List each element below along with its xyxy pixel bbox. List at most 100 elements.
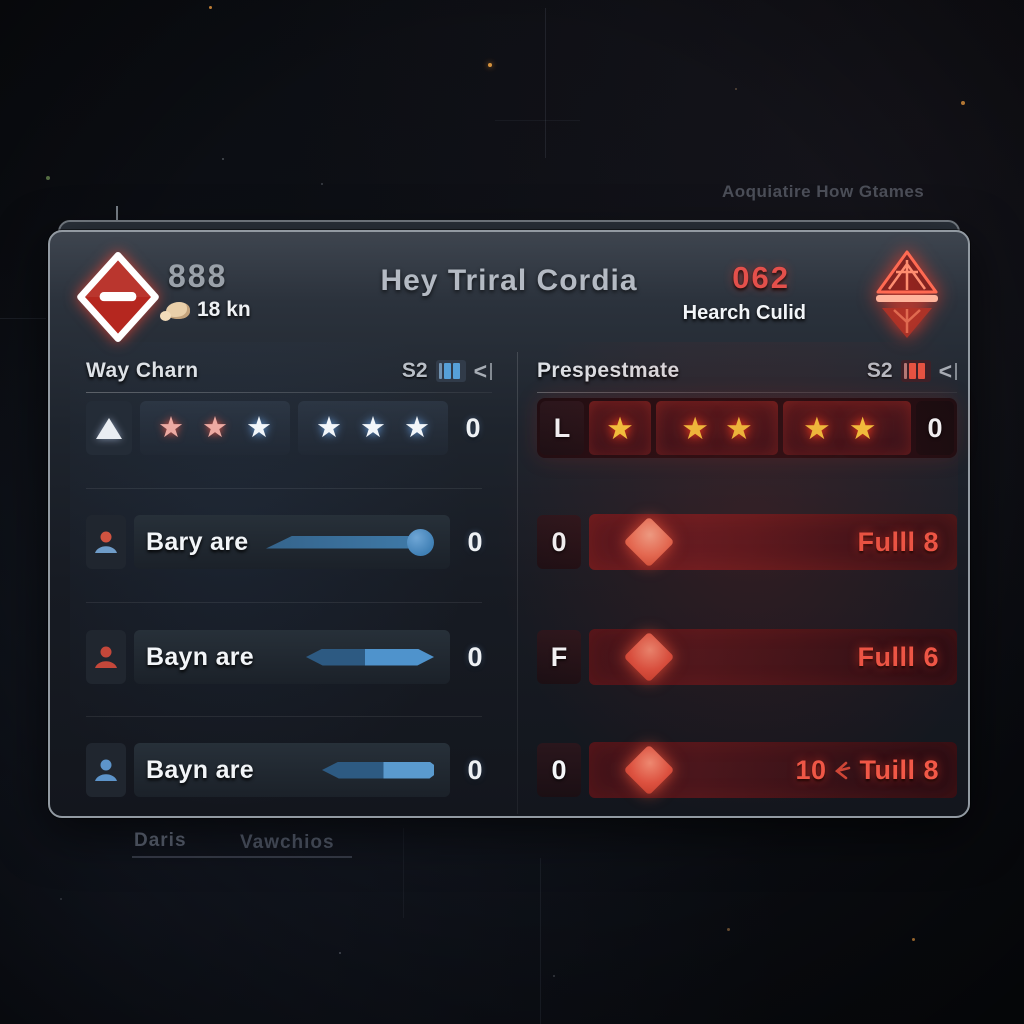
right-status-row[interactable]: F Fulll 6 bbox=[537, 629, 957, 685]
diamond-icon bbox=[623, 744, 675, 796]
row-letter: F bbox=[537, 630, 581, 684]
fist-icon bbox=[160, 301, 190, 321]
progress-arrow-bar bbox=[306, 648, 434, 666]
star-icon bbox=[316, 414, 342, 443]
left-column-meta: S2 bbox=[402, 359, 492, 383]
left-column: Way Charn S2 bbox=[86, 354, 492, 814]
left-team-stat-value: 18 kn bbox=[197, 298, 251, 321]
background-star bbox=[488, 63, 492, 67]
row-separator bbox=[86, 602, 482, 603]
row-value: 0 bbox=[467, 641, 483, 672]
blue-bars-icon bbox=[435, 360, 466, 382]
player-name: Bayn are bbox=[146, 755, 255, 784]
right-column-header: Prespestmate S2 bbox=[537, 354, 957, 388]
diamond-icon bbox=[623, 516, 675, 568]
right-column-title: Prespestmate bbox=[537, 359, 680, 382]
star-group bbox=[140, 401, 290, 455]
star-icon bbox=[681, 413, 709, 444]
row-value: 0 bbox=[467, 526, 483, 557]
person-red-icon bbox=[95, 646, 117, 668]
left-column-title: Way Charn bbox=[86, 359, 199, 382]
row-separator bbox=[86, 716, 482, 717]
status-label-text: Tuill 8 bbox=[859, 754, 939, 785]
stars-bar: L 0 bbox=[537, 398, 957, 458]
status-bar: Fulll 8 bbox=[589, 514, 957, 570]
scoreboard-panel: 888 18 kn Hey Triral Cordia 062 Hearch C… bbox=[48, 230, 970, 818]
background-star bbox=[735, 88, 737, 90]
watermark-text: Aoquiatire How Gtames bbox=[722, 182, 925, 201]
background-star bbox=[339, 952, 341, 954]
left-player-row[interactable]: Bayn are 0 bbox=[86, 742, 492, 798]
row-letter: 0 bbox=[537, 743, 581, 797]
background-star bbox=[222, 158, 224, 160]
background-line bbox=[495, 120, 580, 121]
left-stars-row[interactable]: 0 bbox=[86, 400, 492, 456]
player-icon-box bbox=[86, 743, 126, 797]
star-icon bbox=[725, 413, 753, 444]
chevron-left-icon[interactable] bbox=[939, 360, 957, 383]
player-bar: Bary are bbox=[134, 515, 450, 569]
status-label-text: Fulll 8 bbox=[857, 526, 939, 557]
panel-title: Hey Triral Cordia bbox=[380, 264, 638, 297]
panel-back-tick bbox=[116, 206, 118, 222]
star-icon bbox=[202, 414, 228, 443]
background-star bbox=[209, 6, 212, 9]
right-column: Prespestmate S2 L bbox=[537, 354, 957, 814]
right-team-score: 062 bbox=[732, 260, 790, 295]
background-line bbox=[0, 318, 46, 319]
player-bar: Bayn are bbox=[134, 743, 450, 797]
row-value: 0 bbox=[467, 754, 483, 785]
left-team-score: 888 bbox=[168, 258, 228, 294]
status-label: 10 Tuill 8 bbox=[795, 755, 939, 786]
player-name: Bayn are bbox=[146, 642, 255, 671]
player-icon-box bbox=[86, 630, 126, 684]
row-separator bbox=[86, 488, 482, 489]
progress-knob-bar bbox=[266, 528, 434, 556]
diamond-icon bbox=[623, 631, 675, 683]
column-divider bbox=[517, 352, 518, 814]
footer-label: Vawchios bbox=[240, 832, 335, 853]
background-star bbox=[961, 101, 965, 105]
row-value: 0 bbox=[916, 401, 954, 455]
right-team-emblem-icon bbox=[876, 250, 938, 338]
right-stage-label: S2 bbox=[866, 359, 893, 382]
chevron-left-icon[interactable] bbox=[474, 360, 492, 383]
player-icon-box bbox=[86, 515, 126, 569]
right-header-underline bbox=[537, 392, 957, 393]
star-icon bbox=[360, 414, 386, 443]
status-label: Fulll 8 bbox=[857, 527, 939, 558]
footer-underline bbox=[132, 856, 352, 858]
row-value: 0 bbox=[465, 412, 481, 443]
status-label-text: Fulll 6 bbox=[857, 641, 939, 672]
left-player-row[interactable]: Bayn are 0 bbox=[86, 629, 492, 685]
star-icon bbox=[849, 413, 877, 444]
status-label: Fulll 6 bbox=[857, 642, 939, 673]
right-status-row[interactable]: 0 Fulll 8 bbox=[537, 514, 957, 570]
right-stars-row[interactable]: L 0 bbox=[537, 398, 957, 458]
footer-label: Daris bbox=[134, 830, 187, 851]
right-column-meta: S2 bbox=[867, 359, 957, 383]
person-blue-icon bbox=[95, 759, 117, 781]
background-line bbox=[540, 858, 541, 1024]
left-player-row[interactable]: Bary are 0 bbox=[86, 514, 492, 570]
background-star bbox=[46, 176, 50, 180]
rank-triangle-box bbox=[86, 401, 132, 455]
right-status-row[interactable]: 0 10 Tuill 8 bbox=[537, 742, 957, 798]
background-star bbox=[912, 938, 915, 941]
background-star bbox=[60, 898, 62, 900]
left-stage-label: S2 bbox=[401, 359, 428, 382]
left-team-emblem-icon bbox=[77, 252, 159, 342]
background-star bbox=[553, 975, 555, 977]
row-letter: 0 bbox=[537, 515, 581, 569]
status-label-prefix: 10 bbox=[795, 754, 827, 785]
red-bars-icon bbox=[900, 360, 931, 382]
sigil-icon bbox=[835, 761, 851, 779]
star-segment bbox=[783, 401, 911, 455]
player-name: Bary are bbox=[146, 527, 249, 556]
left-column-header: Way Charn S2 bbox=[86, 354, 492, 388]
status-bar: 10 Tuill 8 bbox=[589, 742, 957, 798]
background-star bbox=[321, 183, 323, 185]
background-line bbox=[403, 828, 404, 918]
status-bar: Fulll 6 bbox=[589, 629, 957, 685]
